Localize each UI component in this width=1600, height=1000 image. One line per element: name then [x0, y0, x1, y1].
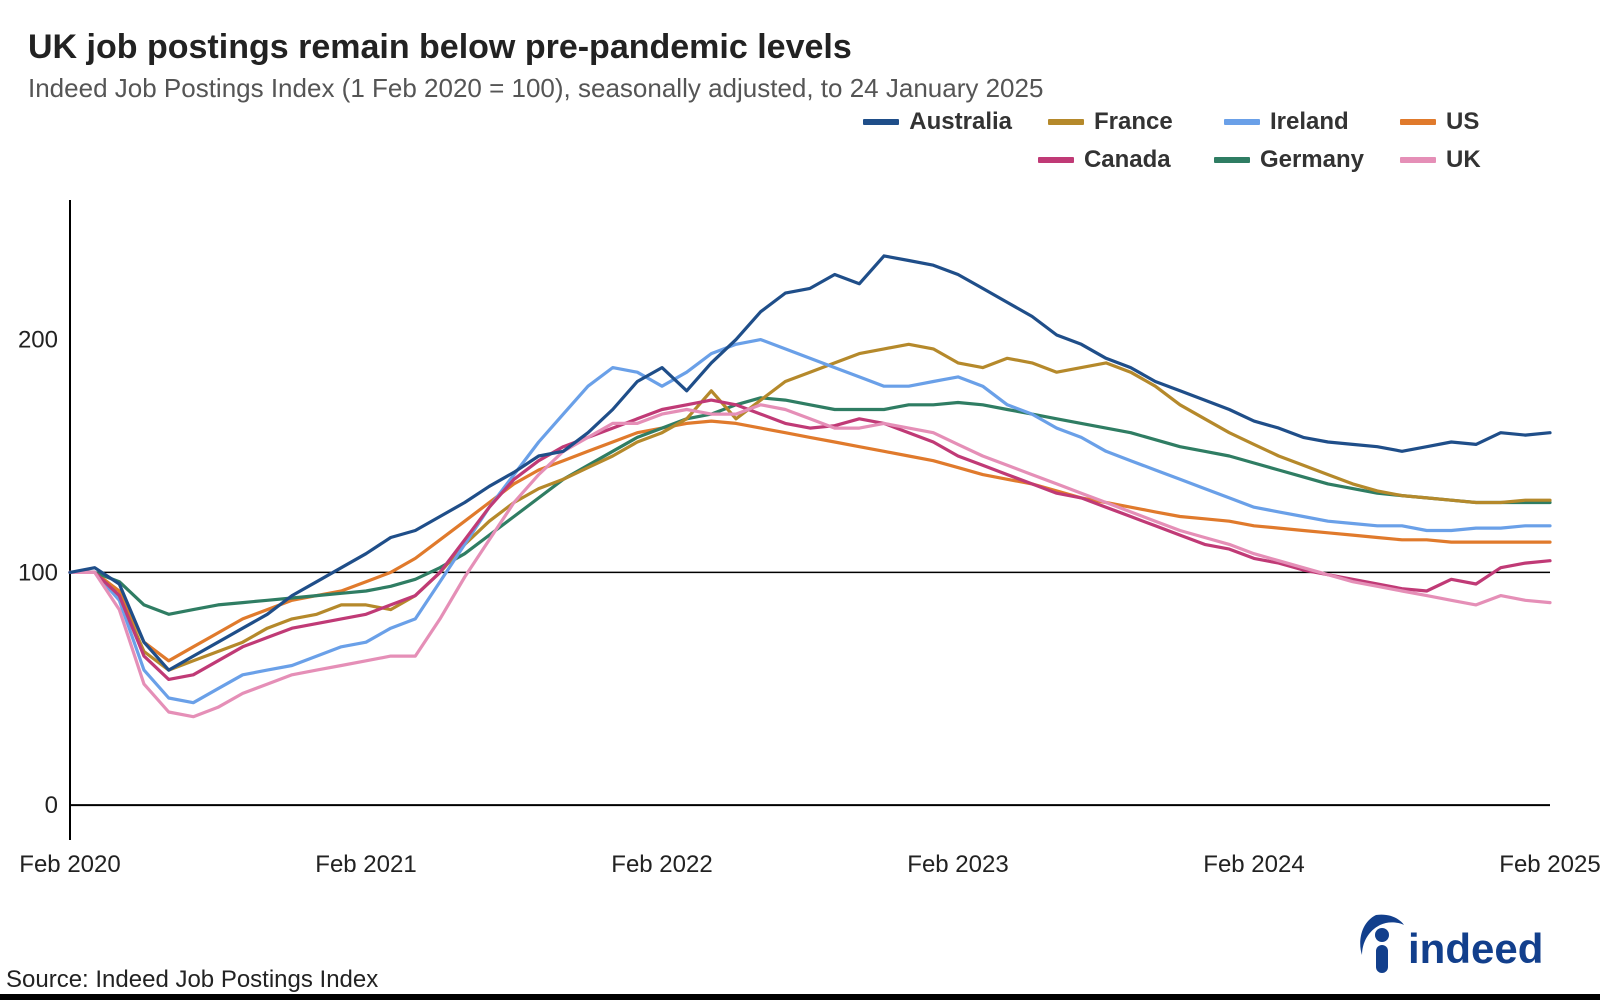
legend-item-france: France: [1048, 108, 1188, 136]
legend-label: Australia: [909, 108, 1012, 136]
y-tick-label: 0: [45, 792, 58, 819]
legend-item-uk: UK: [1400, 146, 1540, 174]
series-line-australia: [70, 256, 1550, 670]
legend-swatch: [1214, 157, 1250, 163]
series-line-germany: [70, 398, 1550, 615]
legend-label: Ireland: [1270, 108, 1349, 136]
footer-bar: [0, 994, 1600, 1000]
legend-label: France: [1094, 108, 1173, 136]
legend-label: UK: [1446, 146, 1481, 174]
line-chart-svg: 0100200Feb 2020Feb 2021Feb 2022Feb 2023F…: [70, 200, 1550, 840]
series-line-ireland: [70, 340, 1550, 703]
series-line-uk: [70, 405, 1550, 717]
indeed-logo: indeed: [1350, 913, 1550, 980]
chart-title: UK job postings remain below pre-pandemi…: [28, 28, 1560, 67]
y-tick-label: 200: [18, 327, 58, 354]
series-line-france: [70, 344, 1550, 670]
legend-item-australia: Australia: [863, 108, 1012, 136]
legend-label: US: [1446, 108, 1479, 136]
svg-text:indeed: indeed: [1408, 925, 1543, 972]
series-line-us: [70, 421, 1550, 661]
chart-subtitle: Indeed Job Postings Index (1 Feb 2020 = …: [28, 73, 1560, 104]
y-tick-label: 100: [18, 559, 58, 586]
legend-item-germany: Germany: [1214, 146, 1364, 174]
legend-item-us: US: [1400, 108, 1540, 136]
legend: Australia France Ireland US Canada Germany UK: [863, 108, 1540, 184]
legend-label: Canada: [1084, 146, 1171, 174]
chart-container: UK job postings remain below pre-pandemi…: [0, 0, 1600, 1000]
legend-swatch: [1400, 119, 1436, 125]
legend-label: Germany: [1260, 146, 1364, 174]
x-tick-label: Feb 2021: [315, 851, 416, 878]
x-tick-label: Feb 2025: [1499, 851, 1600, 878]
legend-swatch: [1400, 157, 1436, 163]
legend-swatch: [863, 119, 899, 125]
x-tick-label: Feb 2022: [611, 851, 712, 878]
legend-swatch: [1038, 157, 1074, 163]
x-tick-label: Feb 2023: [907, 851, 1008, 878]
legend-item-canada: Canada: [1038, 146, 1178, 174]
x-tick-label: Feb 2024: [1203, 851, 1304, 878]
plot-area: 0100200Feb 2020Feb 2021Feb 2022Feb 2023F…: [70, 200, 1550, 840]
legend-swatch: [1224, 119, 1260, 125]
x-tick-label: Feb 2020: [19, 851, 120, 878]
legend-swatch: [1048, 119, 1084, 125]
legend-item-ireland: Ireland: [1224, 108, 1364, 136]
